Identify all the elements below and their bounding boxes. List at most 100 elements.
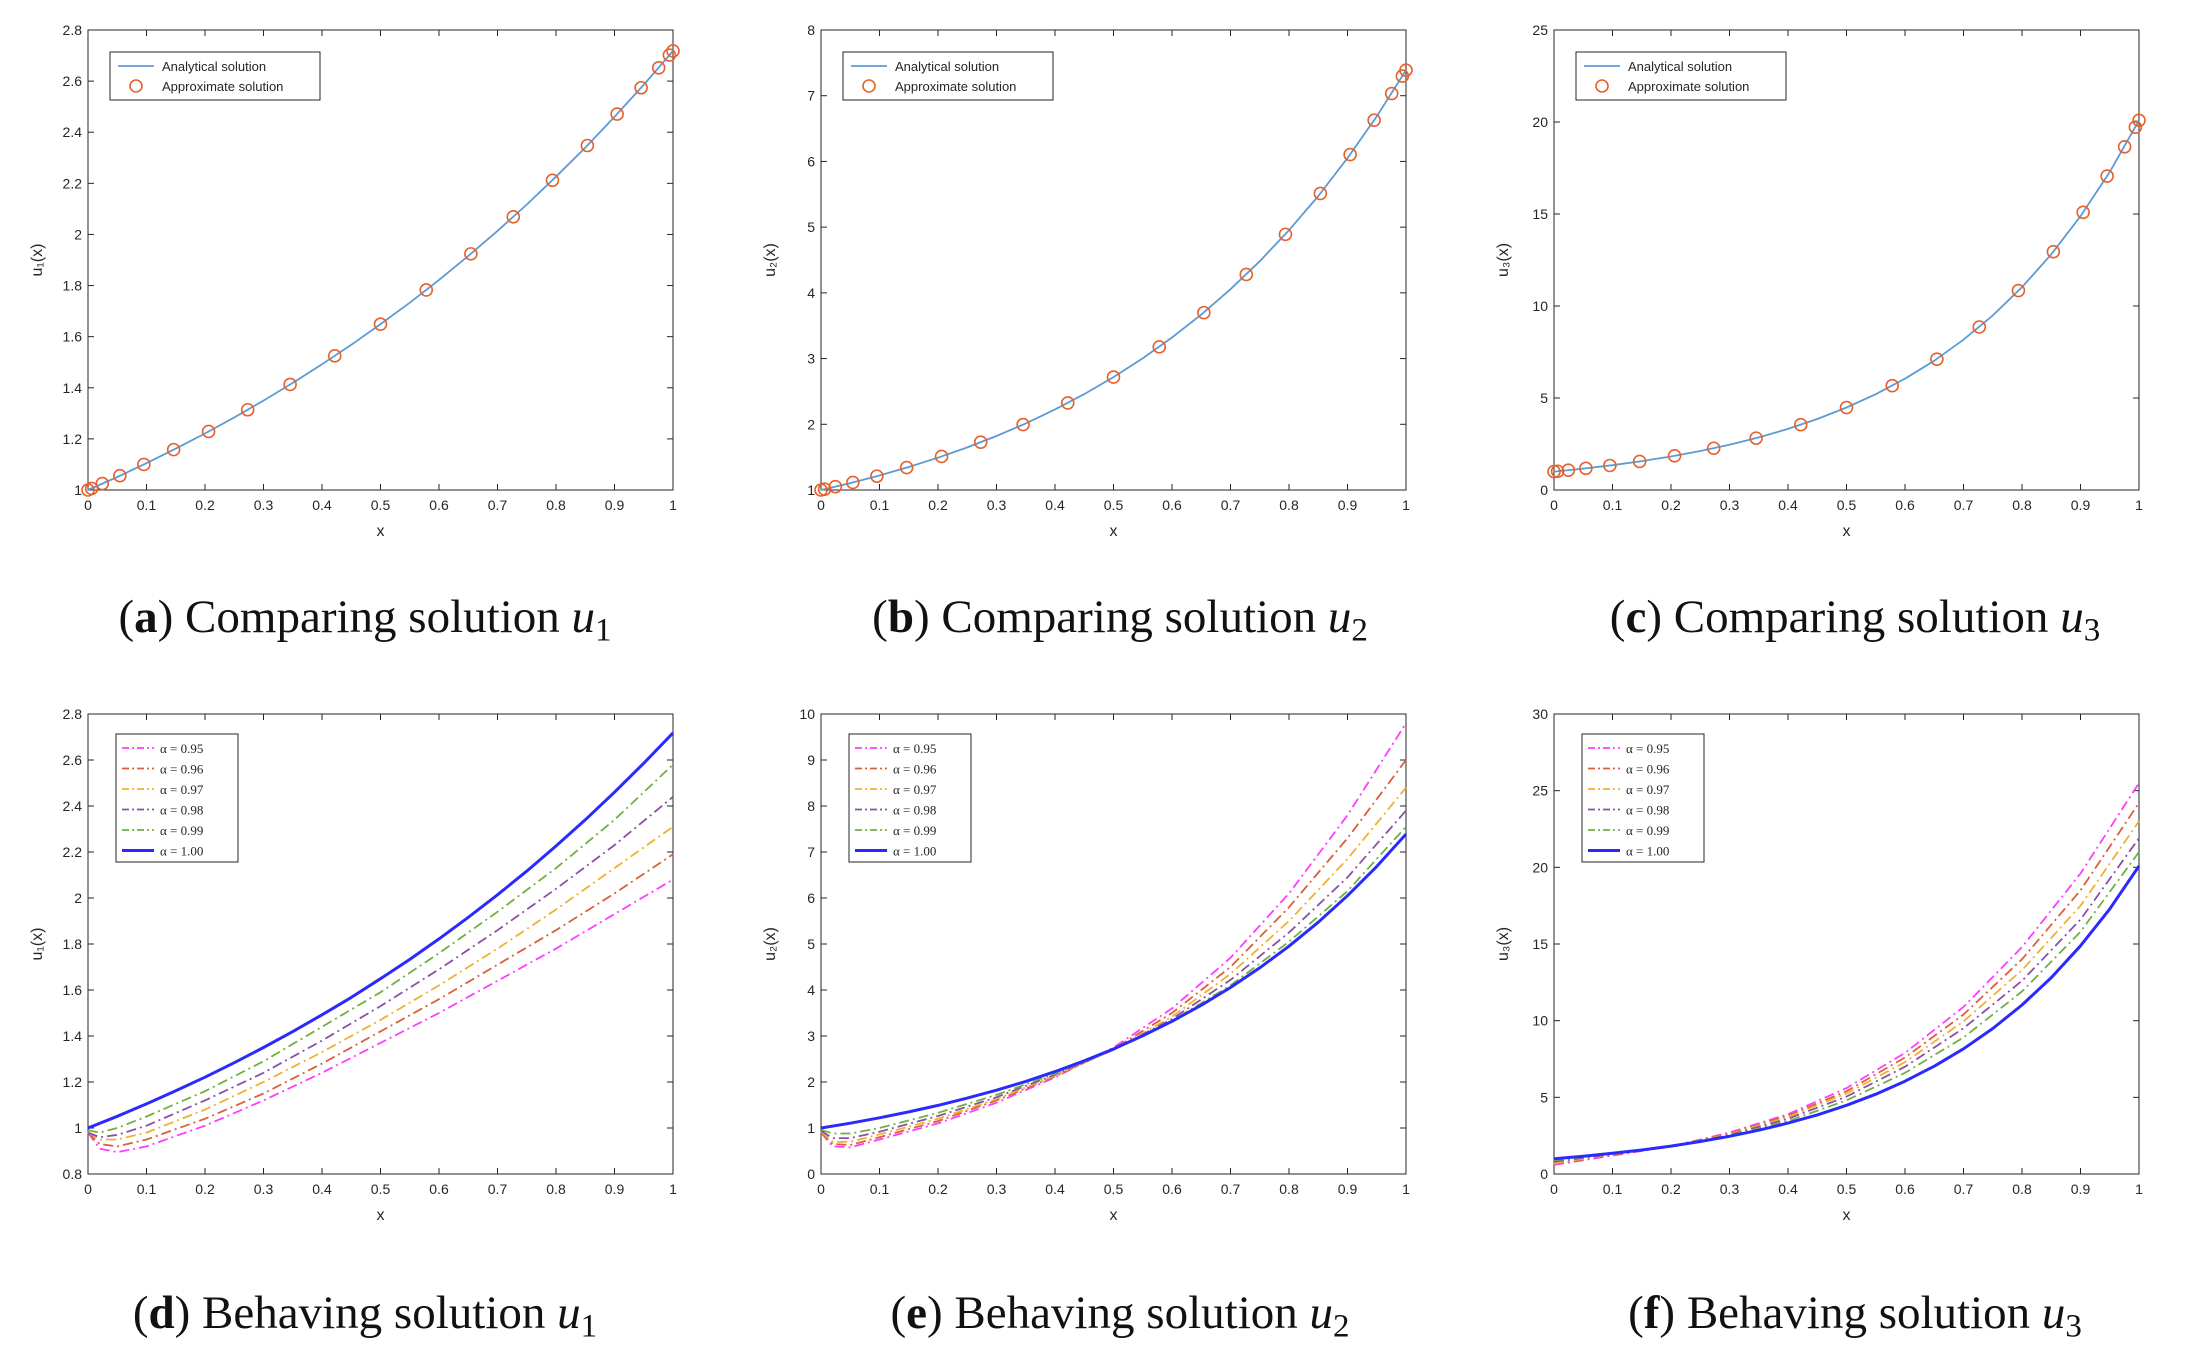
caption-e: (e) Behaving solution u2 [890,1287,1350,1345]
legend-swatch-b-1 [862,79,876,93]
marker-b-7 [973,435,988,450]
x-tick-label-a-5: 0.5 [371,497,391,513]
caption-a-var: u [571,591,596,643]
x-tick-label-b-9: 0.9 [1338,497,1358,513]
y-tick-label-c-5: 25 [1532,22,1548,38]
series-line-d-3 [87,796,674,1139]
marker-b-3 [846,475,860,490]
x-tick-label-e-3: 0.3 [987,1181,1007,1197]
marker-a-15 [580,138,595,153]
y-axis-label-f: u₃(x) [1495,927,1512,961]
y-tick-label-a-6: 2.2 [63,175,83,191]
y-tick-label-f-6: 30 [1532,706,1548,722]
y-tick-label-f-5: 25 [1532,783,1548,799]
legend-swatch-a-1 [129,79,143,93]
marker-a-10 [373,317,388,331]
x-tick-label-a-0: 0 [84,497,92,513]
x-tick-label-a-9: 0.9 [605,497,625,513]
x-tick-label-b-10: 1 [1402,497,1410,513]
marker-b-4 [870,469,884,483]
y-tick-label-a-7: 2.4 [63,124,83,140]
marker-a-5 [166,442,181,457]
y-tick-label-e-5: 5 [807,936,815,952]
legend-label-f-5: α = 1.00 [1626,844,1669,859]
marker-c-8 [1749,431,1763,445]
legend-label-d-4: α = 0.99 [160,823,203,838]
marker-b-13 [1239,267,1254,282]
marker-a-8 [283,377,297,392]
y-tick-label-e-8: 8 [807,798,815,814]
caption-e-letter: e [906,1287,928,1339]
caption-a-sub: 1 [595,612,612,649]
x-tick-label-d-8: 0.8 [546,1181,566,1197]
y-tick-label-a-0: 1 [74,482,82,498]
marker-c-7 [1706,441,1721,456]
x-tick-label-b-2: 0.2 [928,497,948,513]
marker-c-20 [2132,113,2146,128]
x-tick-label-c-6: 0.6 [1895,497,1915,513]
x-tick-label-f-0: 0 [1550,1181,1558,1197]
chart-f: 0 0.1 0.2 0.3 0.4 0.5 0.6 0.7 0.8 0.9 105101520253… [1495,706,2143,1224]
y-tick-label-d-9: 2.6 [63,752,83,768]
x-tick-label-f-7: 0.7 [1954,1181,1974,1197]
y-tick-label-b-0: 1 [807,482,815,498]
caption-d-letter: d [148,1287,175,1339]
chart-panel-f: 0 0.1 0.2 0.3 0.4 0.5 0.6 0.7 0.8 0.9 1 0 5 10 15 20 25 3… [1466,684,2200,1368]
x-tick-label-e-8: 0.8 [1279,1181,1299,1197]
legend-label-e-5: α = 1.00 [893,844,936,859]
legend-e: α = 0.95 α = 0.96 α = 0.97 α = 0.98 α = 0.99… [848,733,972,863]
series-line-a-0 [87,50,674,491]
y-tick-label-e-7: 7 [807,844,815,860]
caption-c-text: Comparing solution [1673,591,2049,643]
x-tick-label-c-3: 0.3 [1720,497,1740,513]
caption-f-var: u [2041,1287,2066,1339]
plot-area-a [87,29,674,491]
x-tick-label-d-9: 0.9 [605,1181,625,1197]
y-tick-label-a-8: 2.6 [63,73,83,89]
caption-f-letter: f [1643,1287,1660,1339]
marker-c-4 [1603,458,1617,473]
x-tick-label-b-6: 0.6 [1162,497,1182,513]
marker-b-14 [1278,227,1293,242]
legend-label-d-2: α = 0.97 [160,782,204,797]
caption-c-sub: 3 [2083,612,2101,649]
legend-label-b-1: Approximate solution [895,79,1016,94]
x-tick-label-c-7: 0.7 [1954,497,1974,513]
legend-label-f-3: α = 0.98 [1626,803,1669,818]
legend-label-e-1: α = 0.96 [893,762,937,777]
x-tick-label-e-9: 0.9 [1338,1181,1358,1197]
y-tick-label-c-1: 5 [1540,390,1548,406]
legend-box-b [842,51,1054,101]
y-tick-label-e-9: 9 [807,752,815,768]
marker-c-2 [1561,463,1576,478]
legend-c: Analytical solution Approximate solution [1575,51,1787,101]
legend-swatch-c-1 [1595,79,1609,93]
y-tick-label-d-8: 2.4 [63,798,83,814]
marker-b-5 [899,460,914,475]
caption-a-letter: a [134,591,158,643]
x-tick-label-c-10: 1 [2135,497,2143,513]
caption-d: (d) Behaving solution u1 [132,1287,598,1345]
x-tick-label-f-5: 0.5 [1837,1181,1857,1197]
y-tick-label-a-4: 1.8 [63,278,83,294]
legend-a: Analytical solution Approximate solution [109,51,321,101]
legend-label-f-0: α = 0.95 [1626,741,1669,756]
legend-label-c-1: Approximate solution [1628,79,1749,94]
chart-panel-c: 0 0.1 0.2 0.3 0.4 0.5 0.6 0.7 0.8 0.9 1 0 5 10 15 20 25 x… [1466,0,2200,684]
marker-b-6 [934,449,949,464]
legend-d: α = 0.95 α = 0.96 α = 0.97 α = 0.98 α = 0.99… [115,733,239,863]
series-line-e-1 [820,759,1407,1146]
y-tick-label-b-5: 6 [807,153,815,169]
x-tick-label-c-4: 0.4 [1778,497,1798,513]
legend-label-e-0: α = 0.95 [893,741,936,756]
caption-b-var: u [1327,591,1352,643]
series-line-e-5 [820,833,1408,1130]
series-line-e-4 [820,826,1407,1135]
legend-b: Analytical solution Approximate solution [842,51,1054,101]
x-tick-label-c-2: 0.2 [1661,497,1681,513]
x-tick-label-e-4: 0.4 [1045,1181,1065,1197]
x-tick-label-b-3: 0.3 [987,497,1007,513]
caption-c-var: u [2060,591,2084,643]
series-line-f-5 [1553,865,2141,1161]
x-tick-label-d-3: 0.3 [254,1181,274,1197]
